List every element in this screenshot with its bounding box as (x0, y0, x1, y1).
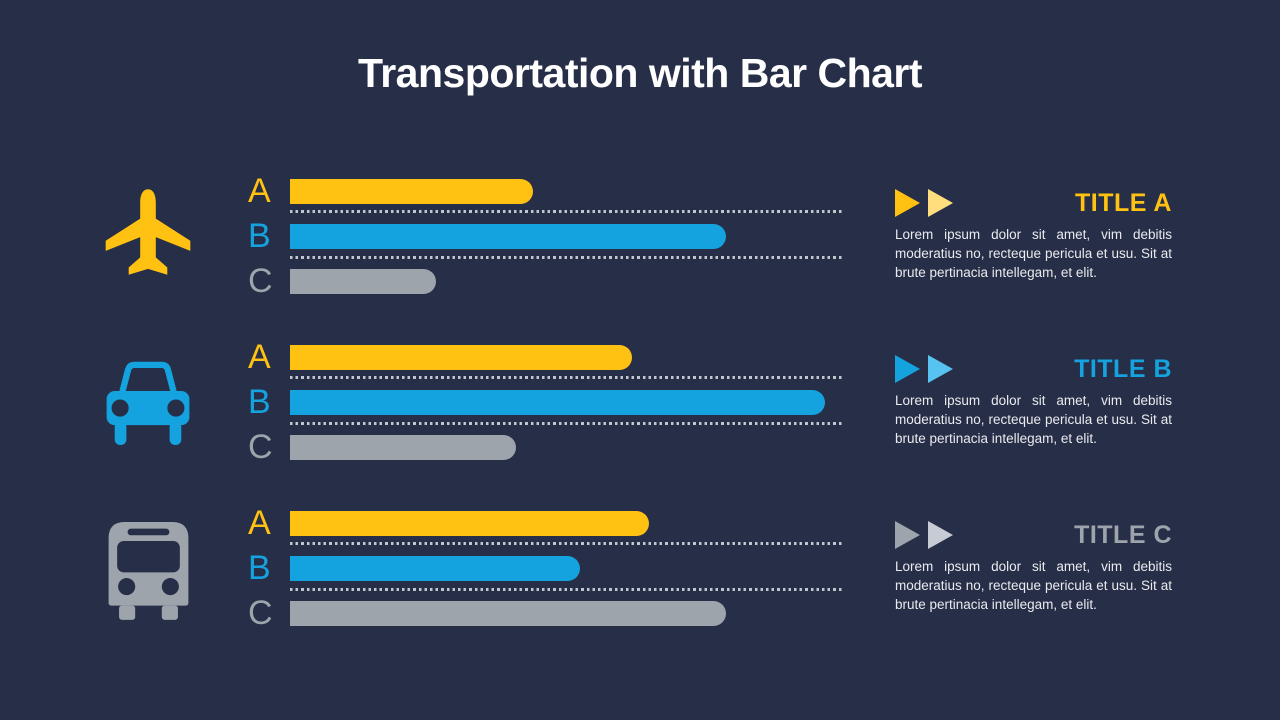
bar-airplane-c (290, 269, 437, 294)
bar-label: A (248, 504, 271, 542)
section-header: TITLE B (895, 354, 1172, 384)
bar-row: B (248, 383, 842, 421)
bar-label: C (248, 262, 273, 300)
bar-row: B (248, 217, 842, 255)
car-icon (98, 336, 198, 471)
bar-label: C (248, 594, 273, 632)
bar-track (290, 179, 842, 204)
bar-label: B (248, 549, 271, 587)
bar-row: C (248, 428, 842, 466)
bar-track (290, 556, 842, 581)
bar-car-b (290, 390, 826, 415)
divider-dotted-line (290, 542, 842, 545)
bar-bus-c (290, 601, 727, 626)
bar-track (290, 390, 842, 415)
bar-track (290, 435, 842, 460)
section-header: TITLE C (895, 520, 1172, 550)
bus-icon-svg (108, 522, 188, 620)
bar-label: B (248, 217, 271, 255)
section-airplane: A B C TITLE A (0, 170, 1280, 305)
divider-dotted-line (290, 256, 842, 259)
bar-row: C (248, 262, 842, 300)
slide-title: Transportation with Bar Chart (357, 50, 923, 96)
bar-track (290, 269, 842, 294)
section-bus: A B C TITLE C (0, 502, 1280, 637)
divider-dotted-line (290, 376, 842, 379)
section-body: Lorem ipsum dolor sit amet, vim debitis … (895, 227, 1172, 280)
section-title: TITLE A (1074, 188, 1172, 217)
airplane-icon-svg (105, 188, 191, 275)
bar-track (290, 511, 842, 536)
section-title: TITLE B (1074, 354, 1172, 383)
divider-dotted-line (290, 588, 842, 591)
bar-row: B (248, 549, 842, 587)
bar-track (290, 345, 842, 370)
bar-airplane-a (290, 179, 533, 204)
bar-track (290, 601, 842, 626)
section-car: A B C TITLE B (0, 336, 1280, 471)
play-arrows-icon (895, 521, 953, 549)
bar-airplane-b (290, 224, 727, 249)
bar-bus-b (290, 556, 580, 581)
play-arrows-icon (895, 189, 953, 217)
bus-icon (98, 502, 198, 637)
divider-dotted-line (290, 210, 842, 213)
section-body: Lorem ipsum dolor sit amet, vim debitis … (895, 559, 1172, 612)
section-body: Lorem ipsum dolor sit amet, vim debitis … (895, 393, 1172, 446)
divider-dotted-line (290, 422, 842, 425)
bar-label: B (248, 383, 271, 421)
bar-row: A (248, 172, 842, 210)
bar-label: C (248, 428, 273, 466)
bar-label: A (248, 338, 271, 376)
bar-track (290, 224, 842, 249)
bar-car-a (290, 345, 633, 370)
section-header: TITLE A (895, 188, 1172, 218)
bar-row: A (248, 338, 842, 376)
bar-car-c (290, 435, 517, 460)
car-icon-svg (106, 361, 190, 445)
play-arrows-icon (895, 355, 953, 383)
airplane-icon (98, 170, 198, 305)
bar-row: C (248, 594, 842, 632)
section-title: TITLE C (1074, 520, 1172, 549)
bar-row: A (248, 504, 842, 542)
bar-label: A (248, 172, 271, 210)
bar-bus-a (290, 511, 649, 536)
